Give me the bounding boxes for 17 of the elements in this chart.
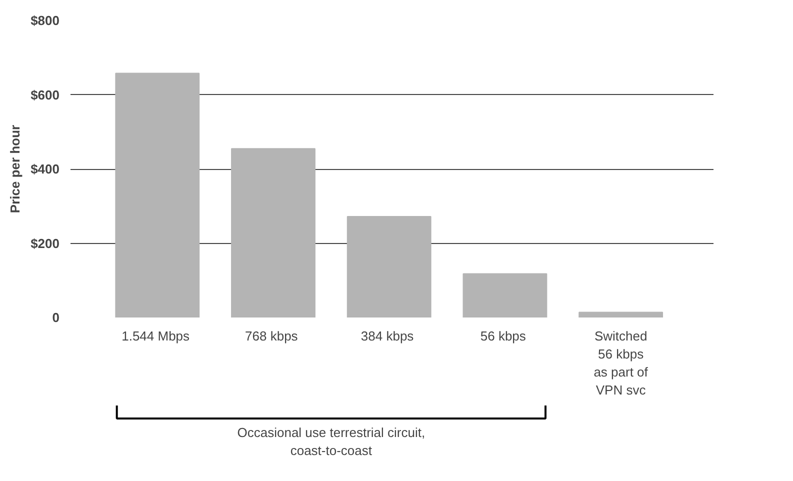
x-tick-label: 768 kbps (245, 328, 298, 344)
y-tick-label: $800 (30, 13, 60, 28)
bar (578, 312, 664, 318)
x-tick-label: 56 kbps (480, 328, 526, 344)
y-tick-label: 0 (52, 310, 60, 325)
x-tick-label: Switched 56 kbps as part of VPN svc (594, 328, 648, 398)
text: Occasional use terrestrial circuit, coast-to-coast (237, 425, 426, 458)
y-tick-label: $600 (30, 87, 60, 102)
bar (115, 72, 200, 318)
y-tick-label: $400 (30, 162, 60, 176)
bar (346, 216, 432, 318)
bar (231, 148, 316, 318)
y-axis-title: Price per hour (8, 124, 23, 214)
x-tick-label: 1.544 Mbps (122, 328, 190, 344)
x-tick-label: 384 kbps (360, 328, 414, 344)
bar (462, 273, 548, 318)
y-tick-label: $200 (30, 236, 60, 251)
